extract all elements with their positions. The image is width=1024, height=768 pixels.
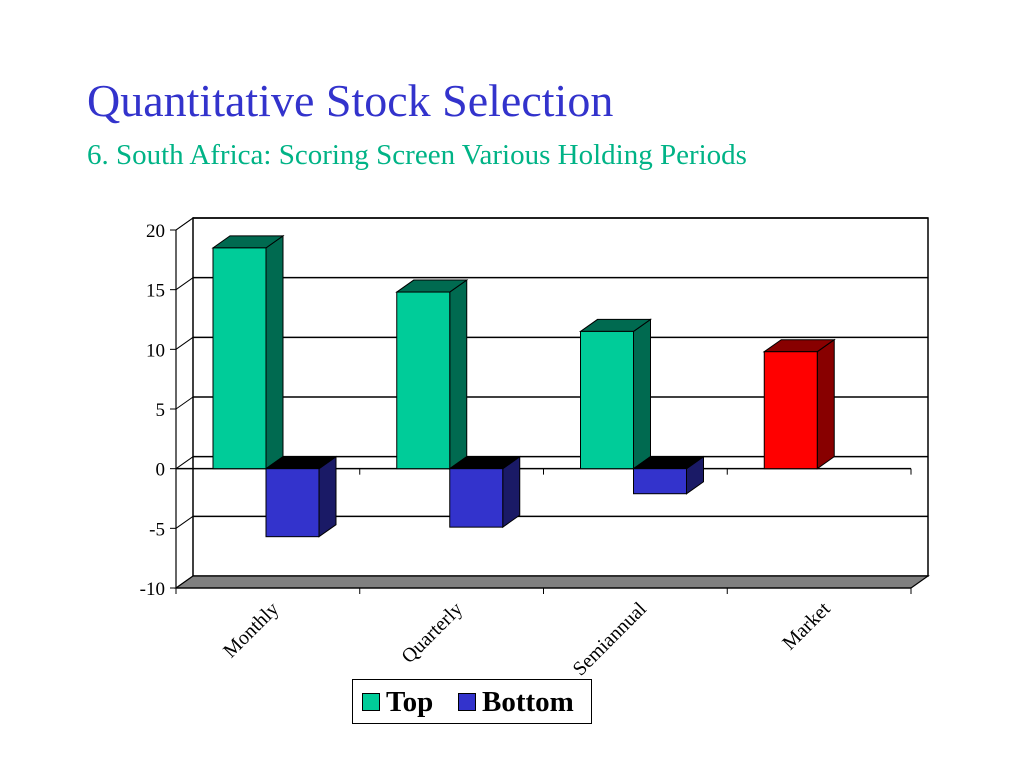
legend-swatch-bottom — [458, 693, 476, 711]
gridline-side — [175, 396, 194, 410]
legend-label-top: Top — [386, 685, 434, 718]
y-tick-label: 20 — [146, 221, 165, 242]
bar-top-monthly-side — [265, 234, 284, 470]
bar-bottom-semiannual — [631, 455, 706, 495]
bar-top-market-front — [763, 351, 818, 470]
y-tick-label: -10 — [140, 579, 165, 600]
bar-bottom-quarterly — [448, 455, 522, 529]
bar-bottom-monthly-side — [318, 455, 337, 538]
gridline-side — [175, 217, 194, 231]
bar-top-quarterly — [395, 279, 469, 470]
gridline-side — [175, 336, 194, 350]
chart-legend: Top Bottom — [352, 679, 592, 724]
x-tick-label: Market — [778, 598, 835, 655]
bar-bottom-monthly-front — [265, 468, 320, 538]
legend-entry-top: Top — [362, 685, 434, 718]
x-tick-label: Monthly — [219, 598, 283, 662]
y-tick-label: 0 — [156, 460, 166, 481]
bar-bottom-semiannual-front — [633, 468, 687, 495]
chart-floor — [174, 575, 930, 589]
bar-top-quarterly-front — [396, 291, 451, 470]
bar-top-monthly — [211, 234, 285, 470]
bar-top-semiannual-side — [633, 318, 651, 470]
bar-bottom-quarterly-front — [449, 468, 504, 528]
x-tick-label: Semiannual — [569, 598, 652, 681]
bar-bottom-monthly — [264, 455, 338, 538]
gridline-side — [175, 277, 194, 291]
gridline-side — [175, 515, 194, 529]
bar-top-semiannual-front — [580, 330, 634, 470]
y-tick-label: 10 — [146, 340, 165, 361]
legend-swatch-top — [362, 693, 380, 711]
slide-title: Quantitative Stock Selection — [87, 75, 614, 126]
legend-label-bottom: Bottom — [482, 685, 574, 718]
slide-subtitle: 6. South Africa: Scoring Screen Various … — [87, 139, 747, 171]
bar-top-semiannual — [578, 318, 653, 470]
y-tick-label: 5 — [156, 400, 166, 421]
bar-top-market-side — [816, 338, 835, 470]
bar-top-monthly-front — [212, 247, 267, 470]
gridline-side — [175, 456, 194, 470]
x-tick-label: Quarterly — [397, 598, 467, 668]
y-tick-label: -5 — [149, 519, 165, 540]
bar-top-quarterly-side — [449, 279, 468, 470]
legend-entry-bottom: Bottom — [458, 685, 574, 718]
y-tick-label: 15 — [146, 281, 165, 302]
bar-top-market — [762, 338, 836, 470]
